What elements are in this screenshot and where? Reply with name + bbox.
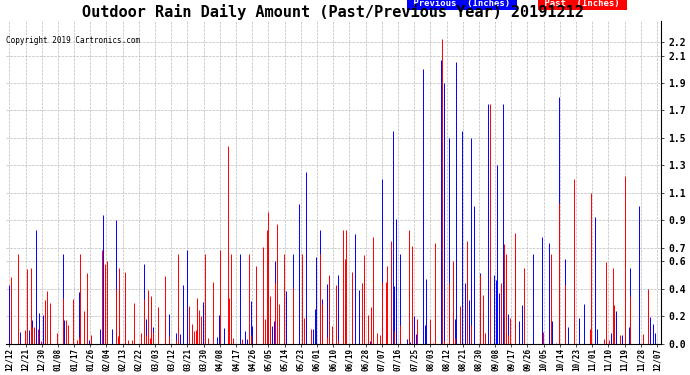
Text: Past  (Inches): Past (Inches): [540, 0, 625, 9]
Text: Previous  (Inches): Previous (Inches): [408, 0, 516, 9]
Title: Outdoor Rain Daily Amount (Past/Previous Year) 20191212: Outdoor Rain Daily Amount (Past/Previous…: [82, 4, 584, 20]
Text: Copyright 2019 Cartronics.com: Copyright 2019 Cartronics.com: [6, 36, 140, 45]
